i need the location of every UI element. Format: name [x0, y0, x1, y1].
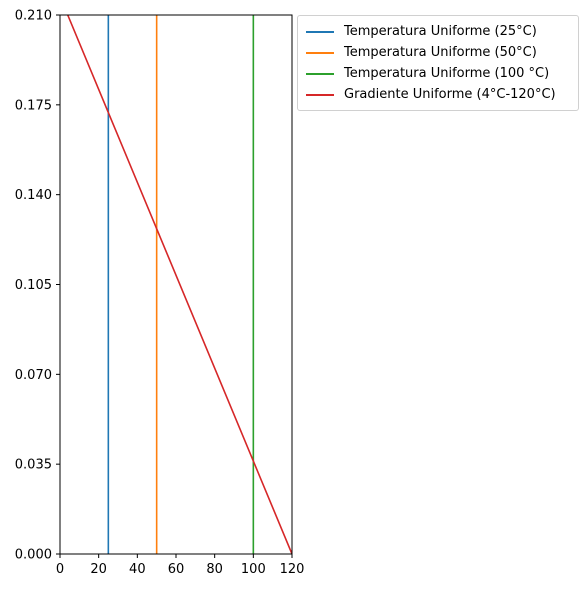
legend-item-series-4: Gradiente Uniforme (4°C-120°C): [306, 84, 578, 105]
x-tick-label: 20: [90, 562, 107, 577]
legend-item-series-3: Temperatura Uniforme (100 °C): [306, 63, 578, 84]
y-tick-label: 0.210: [15, 9, 52, 24]
y-tick-label: 0.070: [15, 368, 52, 383]
y-tick-label: 0.175: [15, 98, 52, 113]
x-tick-label: 120: [280, 562, 305, 577]
y-tick-label: 0.105: [15, 278, 52, 293]
legend: Temperatura Uniforme (25°C) Temperatura …: [297, 15, 579, 111]
y-tick-label: 0.000: [15, 548, 52, 563]
x-tick-label: 0: [56, 562, 64, 577]
legend-swatch-series-4: [306, 93, 334, 96]
legend-label-series-1: Temperatura Uniforme (25°C): [344, 24, 537, 39]
legend-label-series-4: Gradiente Uniforme (4°C-120°C): [344, 87, 556, 102]
legend-swatch-series-2: [306, 51, 334, 54]
series-line-4: [66, 15, 292, 554]
legend-label-series-2: Temperatura Uniforme (50°C): [344, 45, 537, 60]
axes-frame: [59, 14, 293, 555]
legend-swatch-series-3: [306, 72, 334, 75]
y-tick-label: 0.035: [15, 458, 52, 473]
x-tick-label: 40: [129, 562, 146, 577]
x-tick-label: 60: [168, 562, 185, 577]
y-tick-label: 0.140: [15, 188, 52, 203]
legend-item-series-2: Temperatura Uniforme (50°C): [306, 42, 578, 63]
x-tick-label: 80: [206, 562, 223, 577]
legend-item-series-1: Temperatura Uniforme (25°C): [306, 21, 578, 42]
x-tick-label: 100: [241, 562, 266, 577]
legend-label-series-3: Temperatura Uniforme (100 °C): [344, 66, 550, 81]
legend-swatch-series-1: [306, 30, 334, 33]
